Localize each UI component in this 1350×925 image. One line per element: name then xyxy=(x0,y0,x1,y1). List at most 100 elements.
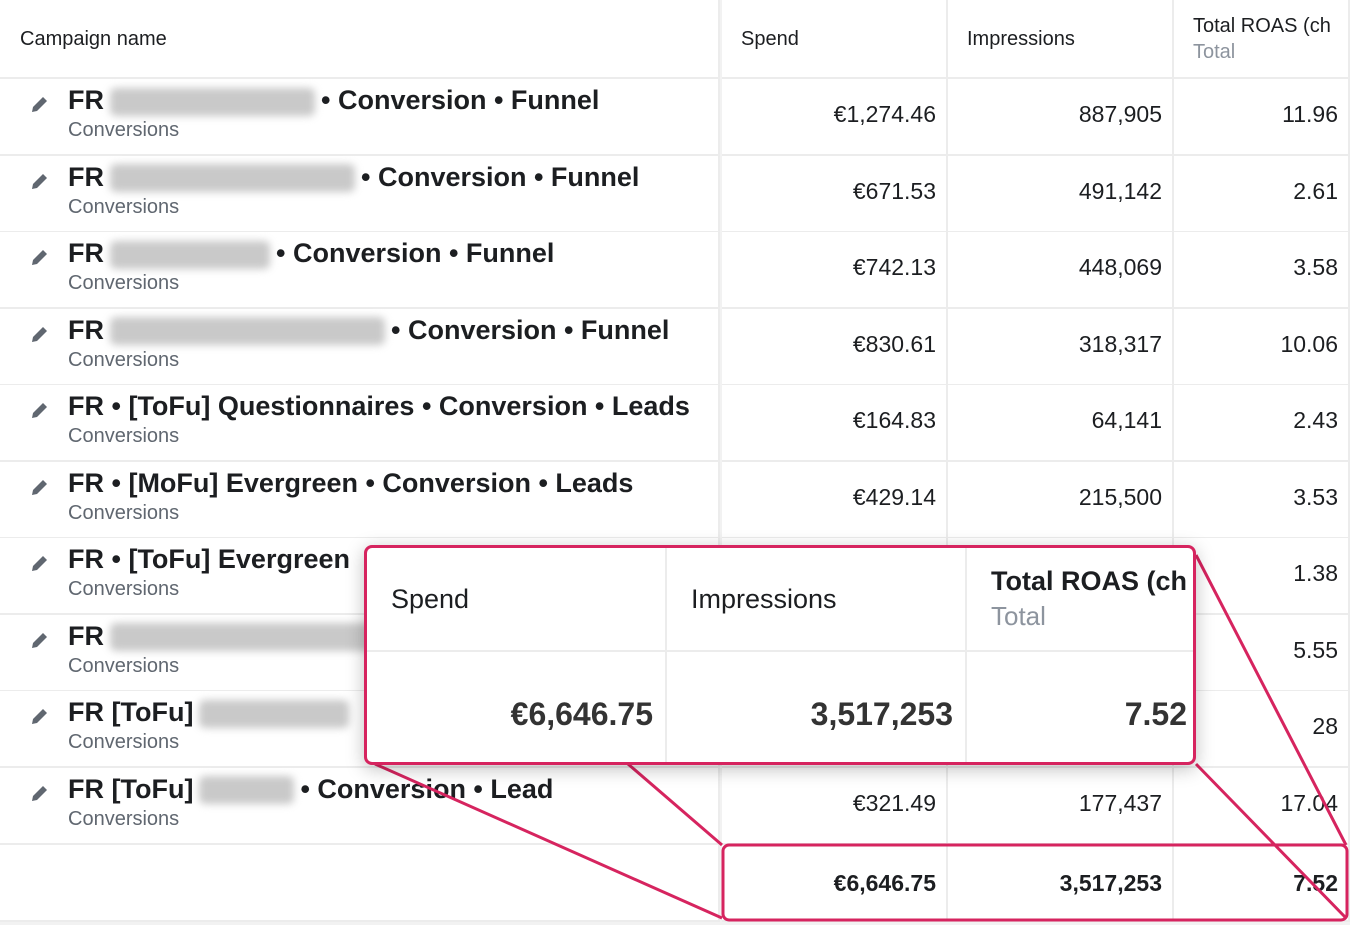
table-cell xyxy=(0,461,720,539)
total-cell xyxy=(948,845,1174,922)
name-prefix: FR xyxy=(68,314,104,345)
table-cell xyxy=(722,155,948,233)
table-cell xyxy=(722,232,948,309)
cell-value: 1.38 xyxy=(1293,560,1338,586)
name-suffix: • Conversion • Funnel xyxy=(361,161,640,192)
header-label: Spend xyxy=(741,28,799,50)
total-highlight xyxy=(721,843,1349,922)
edit-icon[interactable] xyxy=(29,170,51,192)
blurred-text xyxy=(110,623,375,652)
table-cell xyxy=(1174,538,1350,615)
blurred-text xyxy=(199,699,350,728)
edit-icon[interactable] xyxy=(29,705,51,727)
edit-icon[interactable] xyxy=(29,629,51,651)
total-value: 7.52 xyxy=(1293,870,1338,896)
name-suffix: • Conversion • Funnel xyxy=(391,314,670,345)
header-sublabel: Total xyxy=(1193,41,1236,63)
callout-header: Spend xyxy=(391,584,470,614)
campaign-name: FR [ToFu] xyxy=(68,697,355,728)
campaign-name: FR • Conversion • Funnel xyxy=(68,85,599,116)
campaign-name: FR • [ToFu] Questionnaires • Conversion … xyxy=(68,391,690,422)
edit-icon[interactable] xyxy=(29,399,51,421)
cell-value: €742.13 xyxy=(852,254,936,280)
cell-value: 5.55 xyxy=(1293,636,1338,663)
callout-value: 3,517,253 xyxy=(810,696,953,732)
objective: Conversions xyxy=(68,195,180,218)
blurred-text xyxy=(110,87,315,116)
edit-icon[interactable] xyxy=(29,323,51,345)
name-prefix: FR • [MoFu] Evergreen • Conversion • Lea… xyxy=(68,467,634,498)
blurred-text xyxy=(110,240,270,269)
table-cell xyxy=(722,308,948,386)
zoom-line xyxy=(1194,762,1348,920)
cell-value: 318,317 xyxy=(1078,330,1162,357)
callout-value: 7.52 xyxy=(1124,696,1187,732)
campaign-name: FR • Conversion • Funnel xyxy=(68,162,639,193)
blurred-text xyxy=(110,317,385,346)
cell-value: 2.61 xyxy=(1293,177,1338,204)
header-cell xyxy=(1174,0,1350,79)
callout-cell: Impressions xyxy=(667,548,967,652)
cell-value: €429.14 xyxy=(852,483,936,510)
objective: Conversions xyxy=(68,119,180,141)
cell-value: €164.83 xyxy=(852,407,936,433)
callout-cell: Total ROAS (ch Total xyxy=(967,548,1193,652)
header-cell xyxy=(948,0,1174,79)
cell-value: 64,141 xyxy=(1091,407,1162,433)
cell-value: 3.53 xyxy=(1293,483,1338,510)
callout-cell: Spend xyxy=(367,548,667,652)
table-cell xyxy=(1174,155,1350,233)
table-cell xyxy=(1174,691,1350,768)
total-value: 3,517,253 xyxy=(1059,870,1162,896)
cell-value: €321.49 xyxy=(852,789,936,816)
blurred-text xyxy=(199,776,295,805)
table-cell xyxy=(948,79,1174,156)
name-prefix: FR [ToFu] xyxy=(68,773,194,804)
header-label: Impressions xyxy=(967,28,1075,50)
name-prefix: FR • [ToFu] Questionnaires • Conversion … xyxy=(68,391,690,421)
objective: Conversions xyxy=(68,654,180,677)
header-label: Campaign name xyxy=(20,28,167,50)
cell-value: 887,905 xyxy=(1078,101,1162,127)
table-cell xyxy=(1174,461,1350,539)
zoom-callout: Spend Impressions Total ROAS (ch Total €6… xyxy=(364,545,1196,765)
name-prefix: FR xyxy=(68,161,104,192)
header-cell xyxy=(0,0,720,79)
edit-icon[interactable] xyxy=(29,782,51,804)
campaign-name: FR xyxy=(68,621,381,652)
campaign-name: FR • [MoFu] Evergreen • Conversion • Lea… xyxy=(68,468,633,499)
objective: Conversions xyxy=(68,348,180,371)
campaign-name: FR • Conversion • Funnel xyxy=(68,238,554,269)
callout-subheader: Total xyxy=(991,601,1046,631)
name-prefix: FR xyxy=(68,85,104,115)
cell-value: 10.06 xyxy=(1280,330,1338,357)
table-cell xyxy=(948,385,1174,462)
cell-value: 177,437 xyxy=(1078,789,1162,816)
edit-icon[interactable] xyxy=(29,552,51,574)
callout-value: €6,646.75 xyxy=(510,696,653,732)
zoom-line xyxy=(627,762,723,847)
edit-icon[interactable] xyxy=(29,93,51,115)
name-prefix: FR xyxy=(68,238,104,268)
table-cell xyxy=(1174,232,1350,309)
table-cell xyxy=(722,461,948,539)
cell-value: 3.58 xyxy=(1293,254,1338,280)
zoom-line xyxy=(1194,554,1348,846)
objective: Conversions xyxy=(68,272,180,294)
name-prefix: FR xyxy=(68,620,104,651)
cell-value: €671.53 xyxy=(852,177,936,204)
table-cell xyxy=(948,308,1174,386)
edit-icon[interactable] xyxy=(29,246,51,268)
edit-icon[interactable] xyxy=(29,476,51,498)
objective: Conversions xyxy=(68,731,180,753)
name-suffix: • Conversion • Funnel xyxy=(276,238,555,268)
table-cell xyxy=(948,767,1174,845)
table-cell xyxy=(948,232,1174,309)
cell-value: 448,069 xyxy=(1078,254,1162,280)
callout-cell: €6,646.75 xyxy=(367,652,667,762)
total-cell xyxy=(0,845,720,922)
table-cell xyxy=(948,155,1174,233)
cell-value: 215,500 xyxy=(1078,483,1162,510)
